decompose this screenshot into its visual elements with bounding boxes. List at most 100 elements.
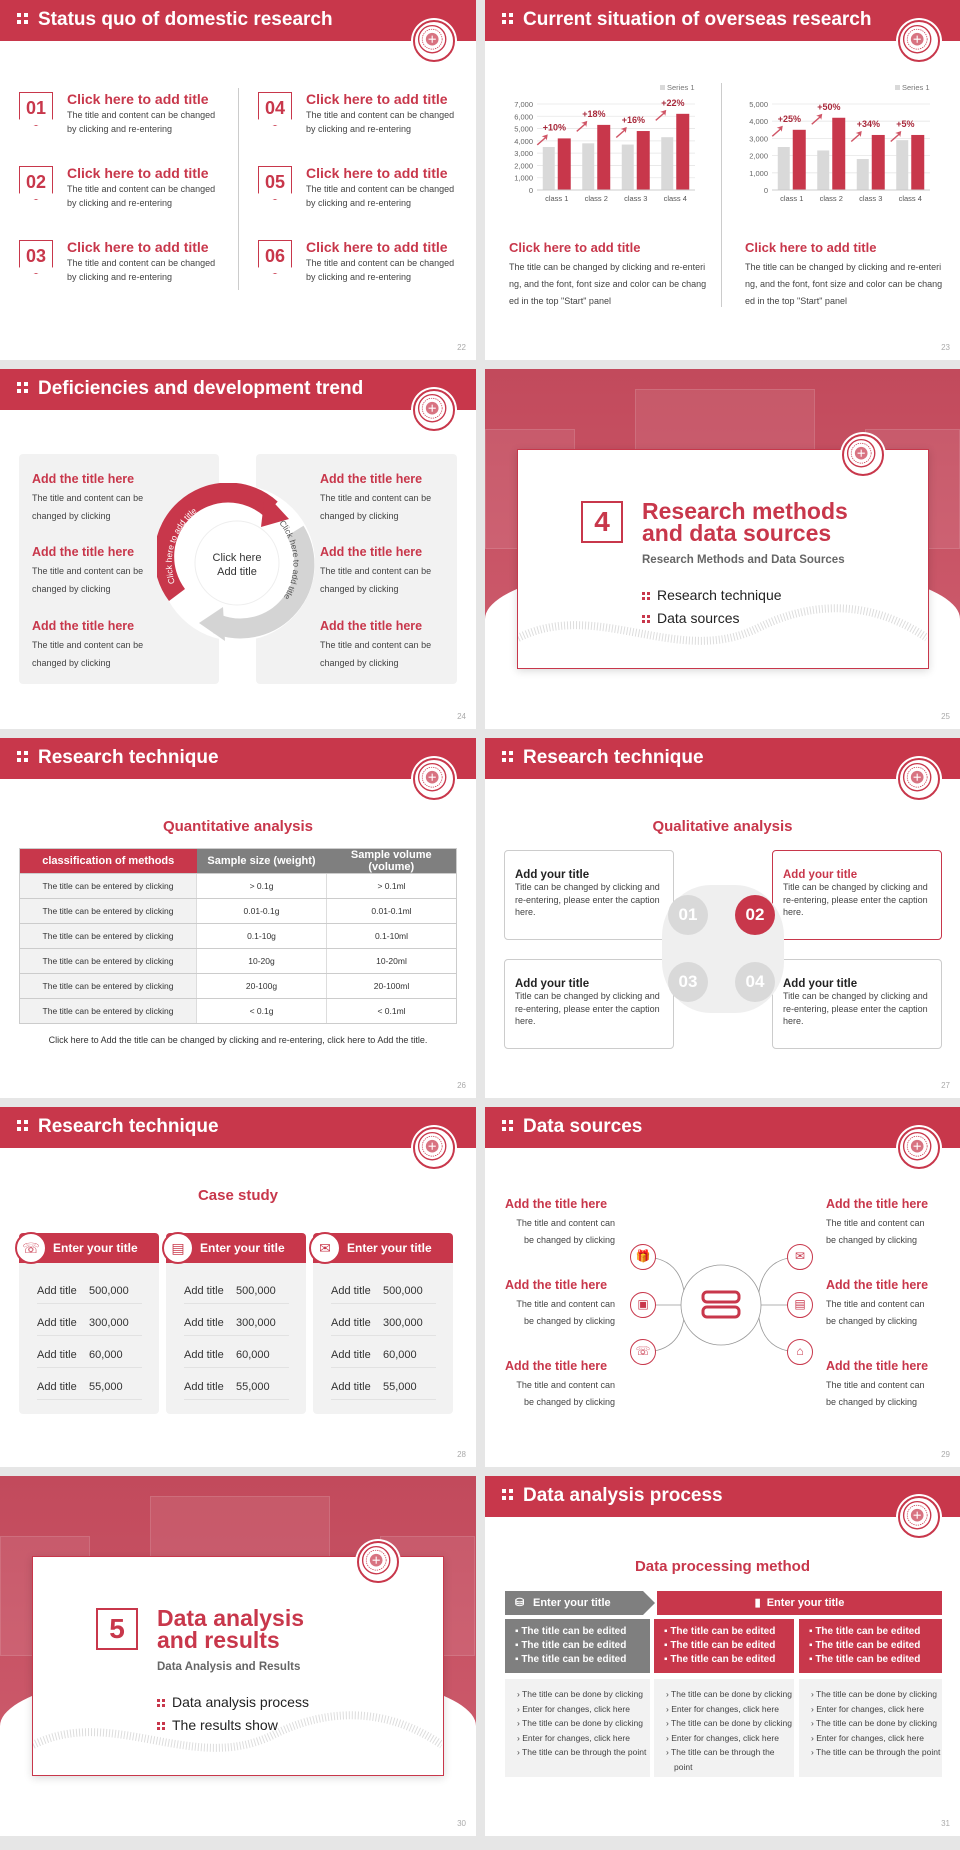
point-text: The title can be through the point: [816, 1747, 941, 1757]
number-badge: 05: [258, 166, 292, 200]
item-title[interactable]: Click here to add title: [306, 239, 448, 255]
caption-box[interactable]: Add your title Title can be changed by cl…: [504, 959, 674, 1049]
section-bullet[interactable]: The results show: [157, 1717, 278, 1733]
y-tick-label: 5,000: [749, 100, 768, 109]
slide-s24: Deficiencies and development trend 24 Add …: [0, 369, 476, 729]
card-title[interactable]: Enter your title: [347, 1241, 432, 1255]
item-title[interactable]: Click here to add title: [306, 165, 448, 181]
card-row: Add title 60,000: [184, 1349, 289, 1368]
item-title[interactable]: Add the title here: [826, 1359, 929, 1373]
table-cell[interactable]: The title can be entered by clicking: [19, 923, 197, 949]
header-title: Enter your title: [766, 1597, 845, 1609]
card-title[interactable]: Enter your title: [53, 1241, 138, 1255]
item-title[interactable]: Add the title here: [32, 472, 135, 486]
grid-dots-icon: [17, 1120, 29, 1132]
card-title[interactable]: Enter your title: [200, 1241, 285, 1255]
caption-box[interactable]: Add your title Title can be changed by cl…: [772, 850, 942, 940]
item-title[interactable]: Add the title here: [320, 472, 423, 486]
edited-line: ▪ The title can be edited: [809, 1654, 921, 1665]
table-cell[interactable]: The title can be entered by clicking: [19, 948, 197, 974]
point-text: The title can be done by clicking: [522, 1689, 644, 1699]
row-label: Add title: [331, 1317, 371, 1329]
growth-label: +16%: [622, 115, 645, 125]
edited-panel: ▪ The title can be edited ▪ The title can…: [654, 1619, 794, 1673]
item-title[interactable]: Add the title here: [505, 1197, 608, 1211]
y-tick-label: 1,000: [514, 174, 533, 183]
y-tick-label: 3,000: [514, 149, 533, 158]
column-header: Sample volume (volume): [326, 848, 457, 874]
chart-icon: ▤: [162, 1232, 194, 1264]
item-title[interactable]: Add the title here: [505, 1359, 608, 1373]
item-title[interactable]: Add the title here: [320, 545, 423, 559]
block-title[interactable]: Click here to add title: [745, 240, 877, 255]
grey-header[interactable]: ⛁ Enter your title: [505, 1591, 655, 1615]
center-text: Click here: [213, 552, 262, 564]
server-icon: [701, 1305, 741, 1319]
point-text: The title can be done by clicking: [671, 1718, 793, 1728]
card-row: Add title 300,000: [331, 1317, 436, 1336]
item-title[interactable]: Click here to add title: [67, 239, 209, 255]
column-divider: [238, 88, 239, 290]
item-title[interactable]: Add the title here: [320, 619, 423, 633]
page-number: 24: [457, 712, 466, 721]
item-title[interactable]: Click here to add title: [67, 91, 209, 107]
chat-icon: ✉: [309, 1232, 341, 1264]
card-row: Add title 300,000: [184, 1317, 289, 1336]
card-row: Add title 500,000: [331, 1285, 436, 1304]
item-title[interactable]: Add the title here: [32, 545, 135, 559]
hub-connectors: [642, 1256, 801, 1353]
row-label: Add title: [331, 1349, 371, 1361]
table-cell[interactable]: The title can be entered by clicking: [19, 973, 197, 999]
caption-box[interactable]: Add your title Title can be changed by cl…: [504, 850, 674, 940]
edited-line: ▪ The title can be edited: [664, 1640, 776, 1651]
bar-series2: [911, 134, 925, 190]
item-title[interactable]: Add the title here: [826, 1278, 929, 1292]
page-number: 26: [457, 1081, 466, 1090]
table-cell[interactable]: The title can be entered by clicking: [19, 898, 197, 924]
slide-title: Research technique: [38, 747, 219, 768]
edited-line: ▪ The title can be edited: [809, 1640, 921, 1651]
edited-line: ▪ The title can be edited: [515, 1654, 627, 1665]
item-title[interactable]: Add the title here: [32, 619, 135, 633]
row-value: 500,000: [236, 1285, 276, 1297]
column-header: classification of methods: [19, 848, 197, 874]
item-title[interactable]: Add the title here: [826, 1197, 929, 1211]
block-title[interactable]: Click here to add title: [509, 240, 641, 255]
table-row: The title can be entered by clicking 0.1-…: [19, 923, 457, 949]
table-cell[interactable]: The title can be entered by clicking: [19, 873, 197, 899]
y-tick-label: 7,000: [514, 100, 533, 109]
slide-header: Deficiencies and development trend: [0, 369, 476, 410]
section-bullet[interactable]: Data analysis process: [157, 1694, 309, 1710]
section-bullet[interactable]: Data sources: [642, 610, 739, 626]
section-number: 5: [96, 1608, 138, 1650]
item-desc: The title and content can be changed by …: [516, 1299, 615, 1326]
column-header: Sample size (weight): [196, 848, 327, 874]
row-label: Add title: [331, 1285, 371, 1297]
item-title[interactable]: Add the title here: [505, 1278, 608, 1292]
database-icon: ⛁: [515, 1597, 525, 1609]
legend-swatch: [895, 85, 900, 90]
bullet-dots-icon: [157, 1699, 165, 1708]
case-card: Enter your title ▤ Add title 500,000 Add tit…: [162, 1232, 306, 1414]
item-title[interactable]: Click here to add title: [67, 165, 209, 181]
phone-icon: ☏: [630, 1339, 656, 1365]
table-cell: > 0.1g: [196, 873, 327, 899]
header-title: Enter your title: [533, 1597, 611, 1609]
bar-series2: [557, 138, 571, 190]
item-desc: The title and content can be changed by …: [826, 1218, 925, 1245]
growth-label: +50%: [817, 102, 840, 112]
section-bullet[interactable]: Research technique: [642, 587, 782, 603]
server-icon: [701, 1290, 741, 1304]
red-header[interactable]: ▮ Enter your title: [657, 1591, 942, 1615]
bar-series1: [621, 144, 634, 190]
table-cell[interactable]: The title can be entered by clicking: [19, 998, 197, 1024]
edited-line: ▪ The title can be edited: [664, 1626, 776, 1637]
slide-title: Status quo of domestic research: [38, 9, 333, 30]
bullet-dots-icon: [642, 615, 650, 624]
section-number: 4: [581, 501, 623, 543]
caption-box[interactable]: Add your title Title can be changed by cl…: [772, 959, 942, 1049]
point-line: › The title can be done by clicking: [517, 1689, 644, 1699]
item-title[interactable]: Click here to add title: [306, 91, 448, 107]
building-icon: ⌂: [787, 1339, 813, 1365]
table-cell: 10-20g: [196, 948, 327, 974]
